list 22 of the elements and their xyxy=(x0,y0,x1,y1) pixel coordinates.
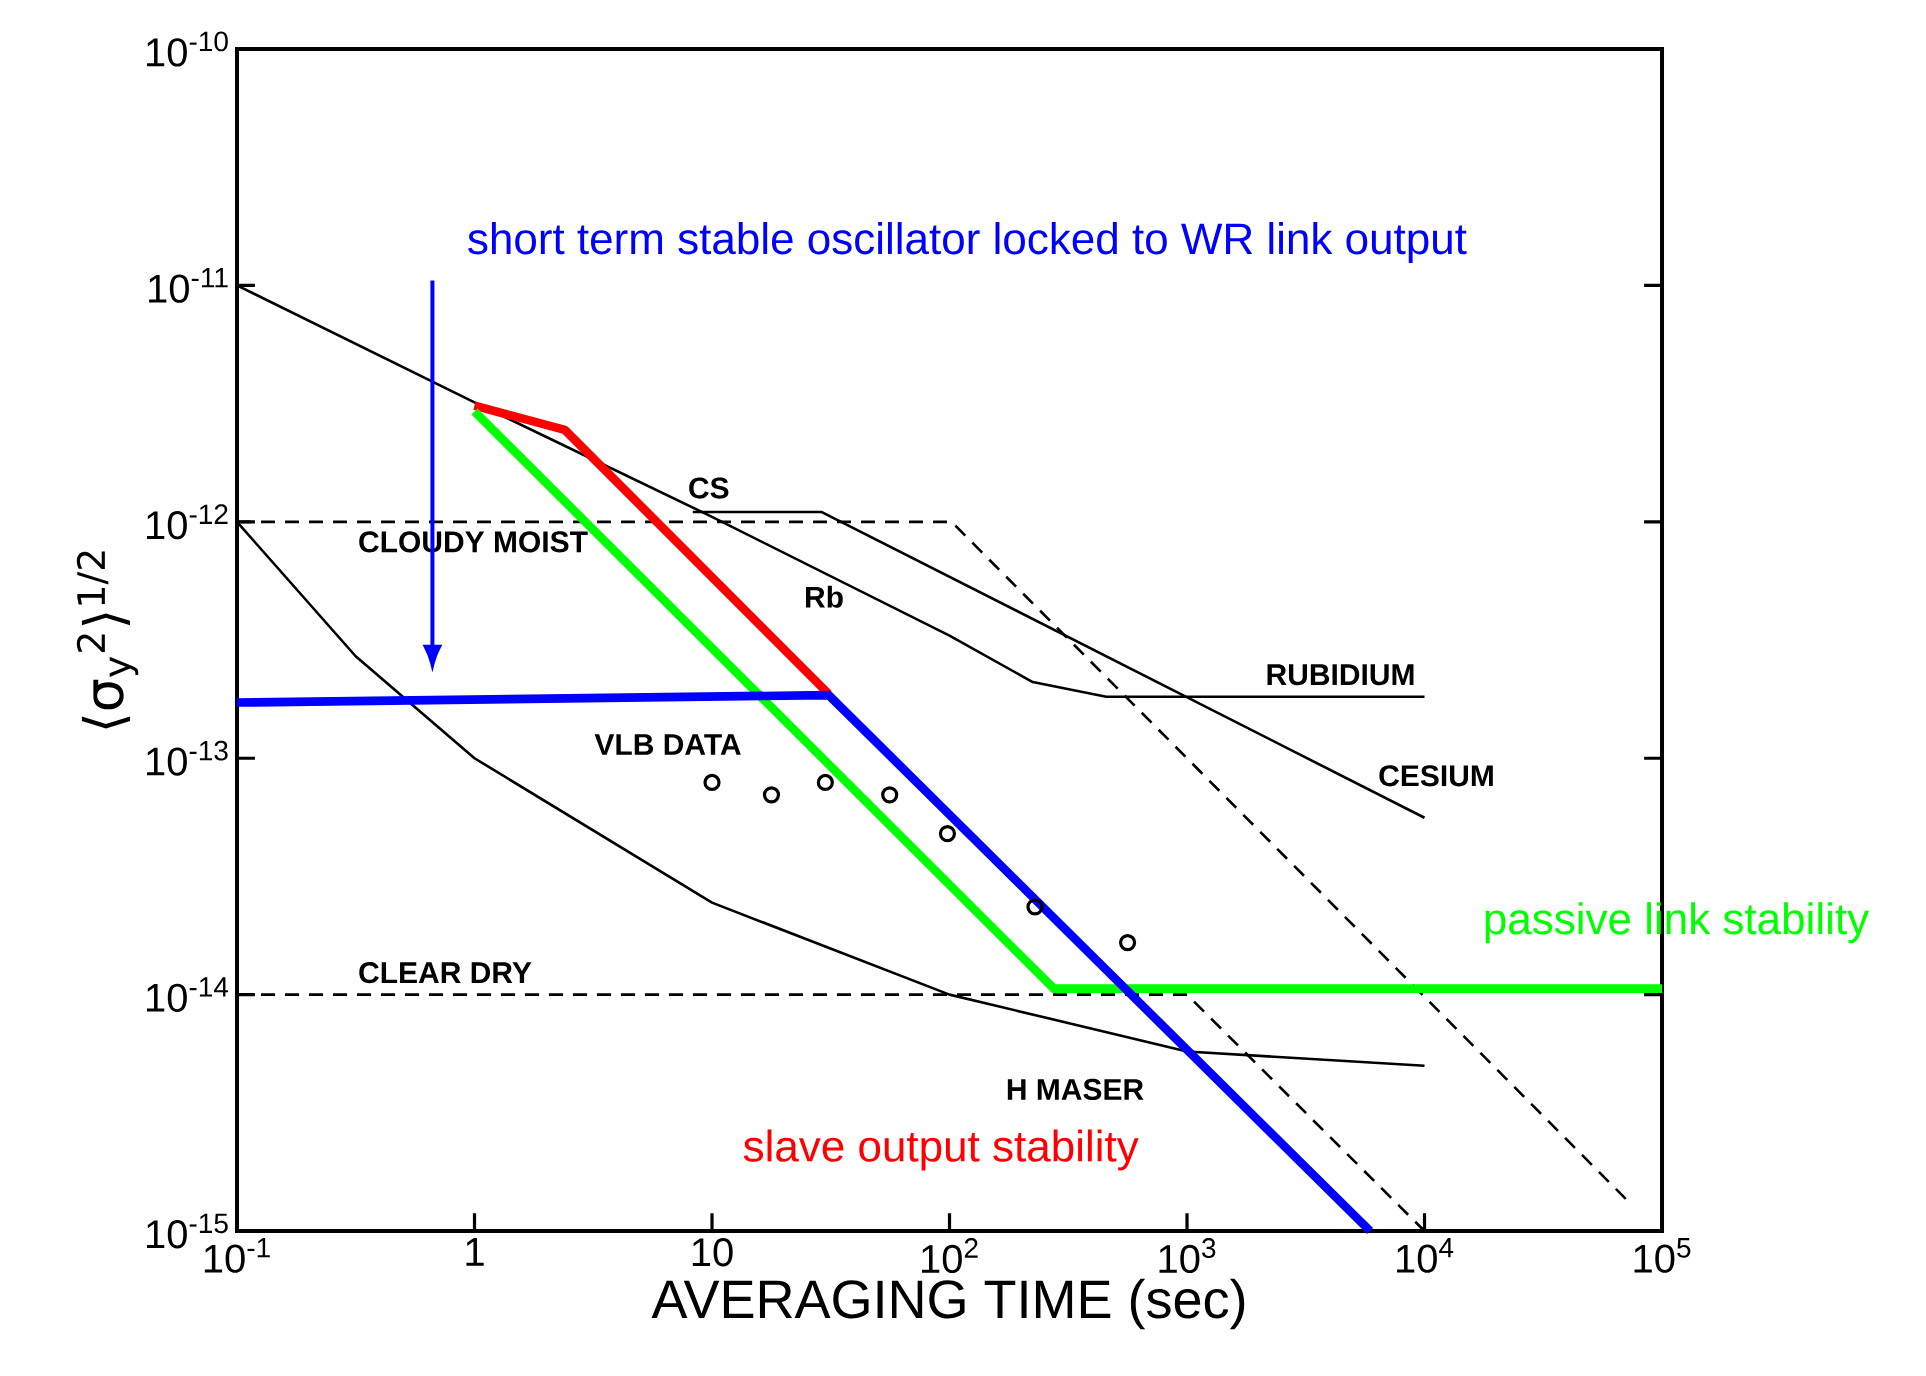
y-tick-label: 10$^{-11}$ xyxy=(149,268,228,303)
text: short term stable oscillator locked to WR link output xyxy=(468,222,1467,264)
x-tick-label: 10$^{3}$ xyxy=(1159,1238,1216,1274)
annotation: Rb xyxy=(806,585,843,608)
y-tick-label: 10$^{-13}$ xyxy=(147,740,228,776)
x-tick-label: 10 xyxy=(692,1238,733,1267)
series-label: CLEAR DRY xyxy=(359,962,532,984)
y-tick-label: 10$^{-14}$ xyxy=(147,977,229,1012)
x-tick-label: 1 xyxy=(466,1238,484,1266)
series-label: H MASER xyxy=(1007,1078,1144,1101)
series-label: CESIUM xyxy=(1379,765,1493,787)
annotation: CS xyxy=(689,477,729,499)
series-label: VLB DATA xyxy=(594,734,741,755)
x-axis-title: AVERAGING TIME (sec) xyxy=(651,1278,1245,1330)
x-tick-label: 10$^{2}$ xyxy=(922,1238,978,1274)
x-tick-label: 10$^{5}$ xyxy=(1634,1238,1691,1273)
series-label: RUBIDIUM xyxy=(1267,664,1414,686)
x-tick-label: 10$^{4}$ xyxy=(1397,1238,1454,1273)
y-axis-title: ⟨σ$_{y}$$^{2}$⟩$^{1/2}$ xyxy=(76,551,139,729)
y-tick-label: 10$^{-10}$ xyxy=(147,31,228,67)
y-tick-label: 10$^{-12}$ xyxy=(147,504,228,540)
text: slave output stability xyxy=(743,1129,1139,1171)
